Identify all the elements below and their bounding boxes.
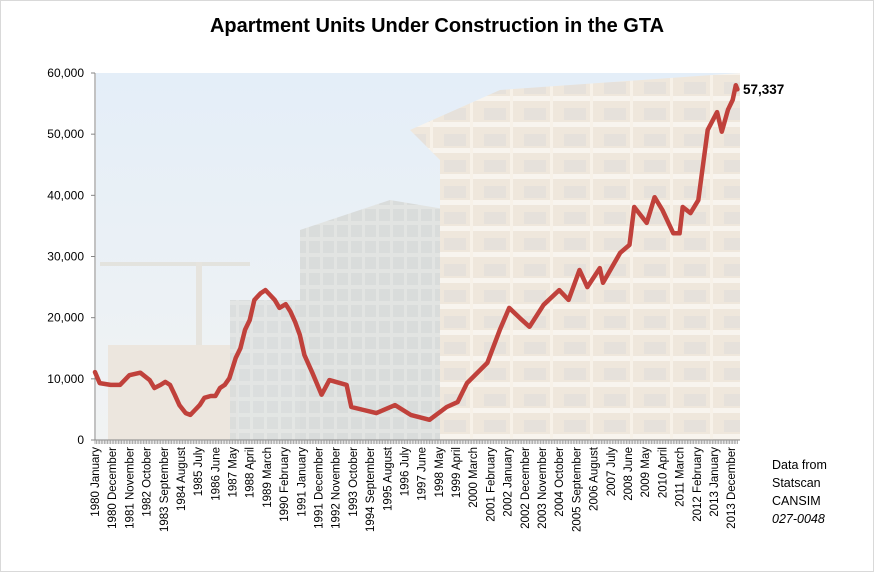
- y-tick-labels: 0 10,000 20,000 30,000 40,000 50,000 60,000: [47, 66, 95, 447]
- series-line-group: [92, 82, 740, 423]
- x-tick-label: 2009 May: [640, 447, 652, 498]
- x-tick-label: 1997 June: [417, 447, 429, 501]
- x-tick-label: 1996 July: [399, 447, 411, 496]
- x-tick-label: 1995 August: [382, 446, 394, 511]
- x-tick-label: 2002 December: [520, 447, 532, 529]
- y-tick-label: 10,000: [47, 372, 84, 386]
- x-tick-label: 2006 August: [589, 446, 601, 511]
- y-tick-label: 0: [77, 433, 84, 447]
- x-tick-label: 1998 May: [434, 447, 446, 498]
- x-tick-label: 2013 January: [709, 447, 721, 517]
- source-note-table-number: 027-0048: [772, 512, 825, 526]
- x-tick-label: 1993 October: [348, 447, 360, 517]
- y-tick-label: 30,000: [47, 250, 84, 264]
- source-note-table-id: 027-0048: [772, 510, 827, 528]
- source-note-line: Statscan: [772, 476, 821, 490]
- x-tick-label: 2010 April: [657, 447, 669, 498]
- x-tick-label: 1990 February: [279, 447, 291, 522]
- x-tick-marks: [94, 440, 738, 444]
- end-value-label: 57,337: [743, 82, 784, 97]
- x-tick-label: 1988 April: [245, 447, 257, 498]
- x-tick-label: 2002 January: [503, 447, 515, 517]
- x-tick-label: 1985 July: [193, 447, 205, 496]
- background-photo: [96, 73, 740, 440]
- x-tick-label: 2005 September: [571, 447, 583, 532]
- source-note-line: CANSIM: [772, 494, 821, 508]
- y-tick-label: 40,000: [47, 188, 84, 202]
- x-tick-label: 1986 June: [210, 447, 222, 501]
- x-tick-label: 1991 December: [314, 447, 326, 529]
- x-tick-label: 2012 February: [692, 447, 704, 522]
- source-note-line: Data from: [772, 458, 827, 472]
- x-tick-label: 1987 May: [228, 447, 240, 498]
- x-tick-label: 1983 September: [159, 447, 171, 532]
- x-tick-label: 1999 April: [451, 447, 463, 498]
- y-tick-label: 50,000: [47, 127, 84, 141]
- x-tick-label: 1994 September: [365, 447, 377, 532]
- source-note: Data from Statscan CANSIM 027-0048: [772, 456, 827, 528]
- x-tick-label: 2003 November: [537, 447, 549, 529]
- x-tick-label: 1980 December: [107, 447, 119, 529]
- x-tick-label: 1991 January: [296, 447, 308, 517]
- x-tick-label: 1984 August: [176, 446, 188, 511]
- x-tick-label: 1992 November: [331, 447, 343, 529]
- x-tick-labels: 1980 January 1980 December 1981 November 19…: [90, 446, 738, 532]
- x-tick-label: 2013 December: [726, 447, 738, 529]
- x-tick-label: 2007 July: [606, 447, 618, 496]
- chart-title: Apartment Units Under Construction in th…: [210, 15, 664, 37]
- x-tick-label: 1989 March: [262, 447, 274, 508]
- x-tick-label: 2001 February: [485, 447, 497, 522]
- x-tick-label: 2011 March: [675, 447, 687, 507]
- x-tick-label: 1980 January: [90, 447, 102, 517]
- x-tick-label: 1981 November: [124, 447, 136, 529]
- y-tick-label: 60,000: [47, 66, 84, 80]
- x-tick-label: 2008 June: [623, 447, 635, 501]
- x-tick-label: 1982 October: [142, 447, 154, 517]
- x-tick-label: 2000 March: [468, 447, 480, 508]
- x-tick-label: 2004 October: [554, 447, 566, 517]
- y-tick-label: 20,000: [47, 311, 84, 325]
